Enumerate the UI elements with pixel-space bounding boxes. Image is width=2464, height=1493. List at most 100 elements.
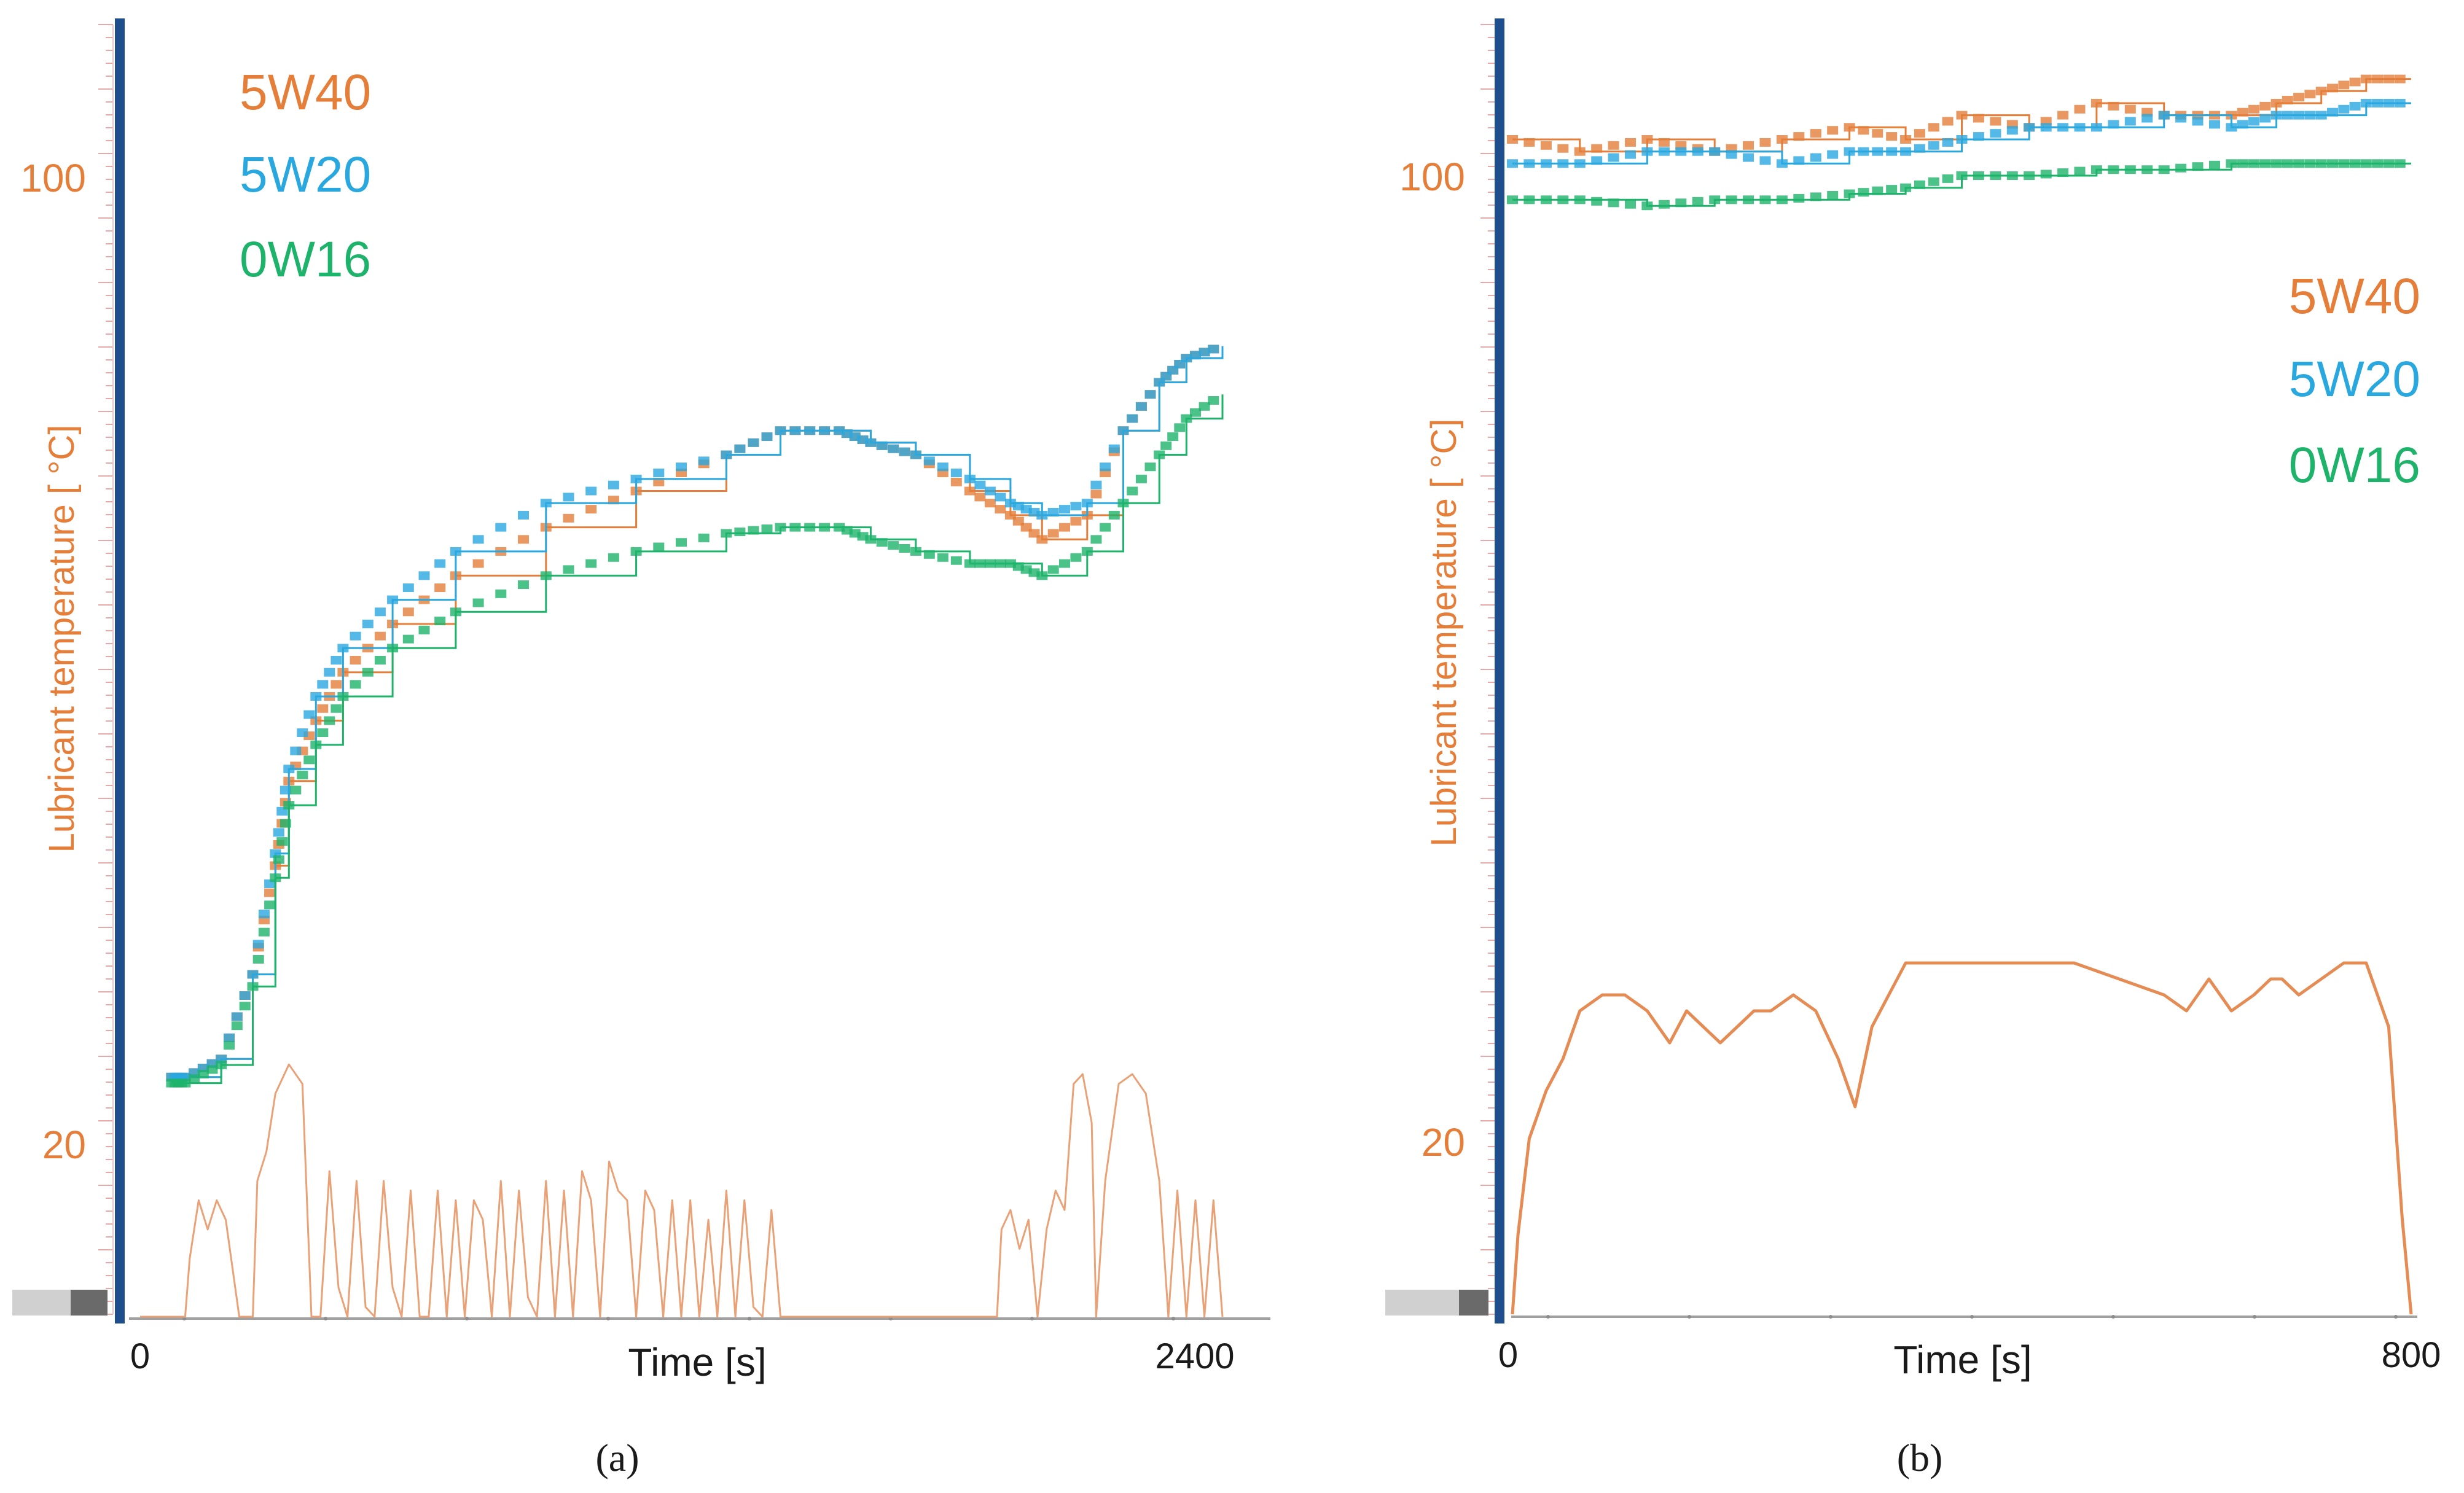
series-5w40-point: [1574, 147, 1586, 156]
series-0w16-point: [2372, 159, 2384, 168]
series-0w16-point: [2349, 159, 2361, 168]
series-5w40-point: [1973, 114, 1984, 123]
series-0w16-point: [1127, 486, 1138, 496]
panel-a-legend-5w20: 5W20: [240, 147, 371, 203]
series-5w20-point: [1523, 159, 1535, 168]
series-5w40-point: [1557, 144, 1569, 153]
series-5w20-point: [283, 765, 295, 774]
series-0w16-point: [337, 692, 349, 701]
panel-b-ytick-20: 20: [1422, 1120, 1465, 1164]
series-5w20-point: [450, 547, 461, 556]
series-5w40-point: [434, 583, 446, 592]
x-axis-dot: [1970, 1315, 1974, 1319]
series-0w16-point: [2360, 159, 2372, 168]
series-5w20-point: [2282, 111, 2293, 120]
series-5w20-point: [2175, 114, 2187, 123]
series-5w40-point: [1507, 135, 1518, 144]
panel-b-xtick-0: 0: [1498, 1335, 1518, 1375]
series-0w16-point: [984, 559, 996, 568]
series-5w20-point: [2259, 114, 2271, 123]
x-axis-dot: [1688, 1315, 1691, 1319]
series-5w20-point: [721, 450, 732, 459]
series-5w20-point: [1956, 135, 1968, 144]
series-5w20-point: [1190, 351, 1201, 360]
series-5w20-point: [1928, 141, 1939, 150]
x-axis-dot: [1829, 1315, 1832, 1319]
panel-a-grey-marker: [12, 1290, 71, 1316]
series-5w20-point: [1675, 147, 1687, 156]
series-5w20-point: [303, 710, 315, 719]
series-5w20-point: [2090, 123, 2102, 132]
series-0w16-point: [1190, 408, 1201, 417]
series-5w20-point: [317, 680, 329, 689]
panel-a-xlabel: Time [s]: [628, 1340, 766, 1384]
series-0w16-point: [197, 1069, 209, 1078]
series-5w20-point: [290, 746, 302, 755]
series-5w20-point: [1625, 150, 1636, 159]
series-0w16-point: [2040, 170, 2052, 179]
series-0w16-point: [964, 559, 976, 568]
panel-b: 100 20 Lubricant temperature [ °C] 0 800…: [1385, 18, 2441, 1479]
series-5w20-point: [789, 426, 801, 435]
series-0w16-point: [819, 523, 831, 532]
panel-b-legend-5w40: 5W40: [2289, 268, 2420, 324]
x-axis-dot: [2394, 1315, 2398, 1319]
series-5w20-point: [1900, 147, 1912, 156]
series-0w16-point: [734, 528, 746, 536]
series-5w40-point: [1591, 144, 1603, 153]
series-5w20-point: [2372, 99, 2384, 107]
series-0w16-point: [1914, 180, 1925, 189]
series-5w20-point: [273, 828, 284, 837]
series-0w16-point: [450, 607, 461, 617]
series-5w20-point: [984, 486, 996, 496]
series-5w40-point: [1900, 135, 1912, 144]
series-5w40-point: [2248, 104, 2259, 114]
series-5w20-point: [1199, 348, 1210, 357]
panel-b-x-dots: [1546, 1315, 2398, 1319]
series-0w16-point: [264, 900, 276, 910]
series-0w16-point: [1557, 195, 1569, 205]
series-0w16-point: [1743, 195, 1754, 205]
panel-a-xtick-0: 0: [130, 1336, 150, 1376]
series-5w20-point: [1117, 426, 1129, 435]
series-5w20-point: [1108, 444, 1120, 453]
series-0w16-point: [1726, 195, 1737, 205]
panel-b-xlabel: Time [s]: [1893, 1338, 2032, 1382]
series-5w20-point: [2024, 123, 2035, 132]
series-0w16-point: [224, 1041, 235, 1050]
series-0w16-point: [1973, 171, 1984, 180]
series-0w16-point: [1144, 462, 1156, 472]
series-5w20-point: [1810, 153, 1821, 162]
x-axis-dot: [1171, 1317, 1175, 1320]
series-0w16-point: [303, 755, 315, 765]
series-5w20-point: [1181, 354, 1192, 363]
series-5w20-point: [2349, 101, 2361, 111]
series-5w40-point: [2124, 104, 2136, 114]
series-0w16-point: [231, 1021, 243, 1031]
series-0w16-point: [888, 541, 899, 550]
series-5w40-point: [330, 680, 342, 689]
series-5w40-point: [1608, 141, 1619, 150]
series-5w20-point: [775, 426, 786, 435]
series-5w20-point: [2315, 111, 2327, 120]
series-0w16-point: [1154, 450, 1165, 459]
series-0w16-point: [2315, 159, 2327, 168]
panel-b-y-axis-bar: [1495, 18, 1504, 1323]
series-0w16-point: [804, 523, 816, 532]
series-5w40-point: [964, 486, 976, 496]
series-0w16-point: [1886, 185, 1898, 194]
x-axis-dot: [324, 1317, 327, 1320]
series-5w20-point: [2383, 99, 2395, 107]
series-5w40-point: [1914, 129, 1925, 138]
panel-b-ytick-100: 100: [1399, 155, 1465, 199]
series-0w16-point: [362, 668, 374, 677]
series-0w16-point: [950, 556, 962, 565]
series-5w40-point: [2270, 99, 2282, 107]
series-5w20-point: [472, 535, 484, 544]
series-5w20-point: [2074, 123, 2086, 132]
series-0w16-point: [2237, 159, 2248, 168]
series-0w16-point: [1117, 499, 1129, 508]
panel-b-ylabel: Lubricant temperature [ °C]: [1424, 419, 1464, 847]
series-5w40-point: [2293, 93, 2305, 102]
panel-a-y-axis-bar: [115, 18, 125, 1323]
